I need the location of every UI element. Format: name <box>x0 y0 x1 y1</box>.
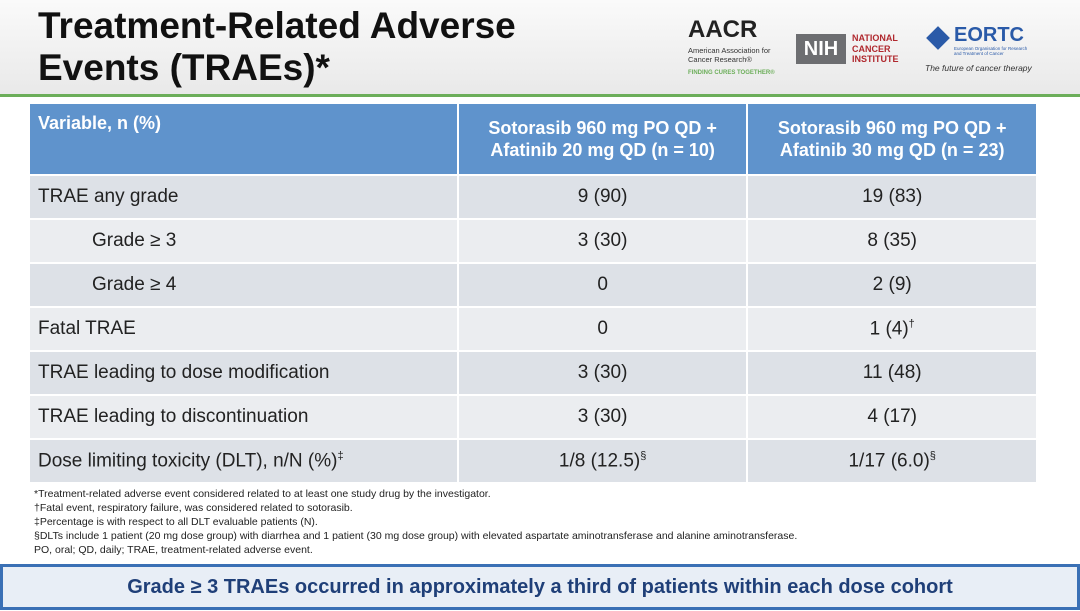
footnote-mark: § <box>640 449 647 462</box>
title-line: Treatment-Related Adverse <box>38 5 516 46</box>
row-label: Fatal TRAE <box>30 308 457 350</box>
cell: 11 (48) <box>748 352 1036 394</box>
aacr-name: American Association for Cancer Research… <box>688 46 771 64</box>
row-label-text: TRAE any grade <box>38 186 179 207</box>
nci-line: INSTITUTE <box>852 54 899 64</box>
footnote-mark: ‡ <box>337 449 344 462</box>
nci-name: NATIONAL CANCER INSTITUTE <box>852 33 899 65</box>
cell: 3 (30) <box>458 352 747 394</box>
cell-text: 1/8 (12.5) <box>558 450 641 472</box>
eortc-icon <box>926 26 950 50</box>
cell: 1/17 (6.0)§ <box>748 440 1036 482</box>
footnote: §DLTs include 1 patient (20 mg dose grou… <box>34 530 798 542</box>
footnote: ‡Percentage is with respect to all DLT e… <box>34 516 318 528</box>
cell-text: 11 (48) <box>862 362 922 383</box>
row-label: Grade ≥ 3 <box>30 220 457 262</box>
header: Treatment-Related Adverse Events (TRAEs)… <box>0 0 1080 97</box>
cell: 4 (17) <box>748 396 1036 438</box>
eortc-name: European Organisation for Research and T… <box>954 46 1028 56</box>
cell-text: 1 (4) <box>869 318 909 340</box>
row-label-text: Dose limiting toxicity (DLT), n/N (%) <box>38 450 338 472</box>
nci-line: CANCER <box>852 43 891 54</box>
column-header: Sotorasib 960 mg PO QD + Afatinib 30 mg … <box>748 104 1036 174</box>
row-label-text: TRAE leading to discontinuation <box>38 406 309 427</box>
table-row: Grade ≥ 4 0 2 (9) <box>30 264 1036 306</box>
cell-text: 3 (30) <box>577 362 628 383</box>
row-label-text: Grade ≥ 4 <box>92 274 177 295</box>
cell-text: 3 (30) <box>577 406 628 427</box>
table-row: Dose limiting toxicity (DLT), n/N (%)‡ 1/… <box>30 440 1036 482</box>
row-label: Dose limiting toxicity (DLT), n/N (%)‡ <box>30 440 457 482</box>
cell: 19 (83) <box>748 176 1036 218</box>
footnotes: *Treatment-related adverse event conside… <box>34 487 797 557</box>
cell: 0 <box>458 264 747 306</box>
row-label-text: Fatal TRAE <box>38 318 136 339</box>
table: Variable, n (%) Sotorasib 960 mg PO QD + … <box>28 102 1038 484</box>
cell-text: 0 <box>597 318 608 339</box>
column-header: Variable, n (%) <box>30 104 457 174</box>
nih-logo: NIH <box>796 34 846 64</box>
cell-text: 19 (83) <box>862 186 923 207</box>
cell: 3 (30) <box>458 396 747 438</box>
cell-text: 9 (90) <box>577 186 628 207</box>
eortc-logo: EORTC <box>954 24 1024 46</box>
banner: Grade ≥ 3 TRAEs occurred in approximatel… <box>0 564 1080 610</box>
title-line: Events (TRAEs)* <box>38 47 330 88</box>
cell: 1 (4)† <box>748 308 1036 350</box>
cell: 0 <box>458 308 747 350</box>
table-row: TRAE any grade 9 (90) 19 (83) <box>30 176 1036 218</box>
cell-text: 3 (30) <box>577 230 628 251</box>
table-row: TRAE leading to dose modification 3 (30) 1… <box>30 352 1036 394</box>
cell-text: 2 (9) <box>872 274 912 295</box>
eortc-tag: The future of cancer therapy <box>925 63 1032 73</box>
row-label: TRAE leading to discontinuation <box>30 396 457 438</box>
cell: 1/8 (12.5)§ <box>458 440 747 482</box>
footnote: PO, oral; QD, daily; TRAE, treatment-rel… <box>34 544 313 556</box>
row-label-text: TRAE leading to dose modification <box>38 362 330 383</box>
cell-text: 8 (35) <box>867 230 918 251</box>
cell-text: 0 <box>597 274 608 295</box>
footnote: †Fatal event, respiratory failure, was c… <box>34 502 353 514</box>
row-label-text: Grade ≥ 3 <box>92 230 177 251</box>
nci-line: NATIONAL <box>852 33 898 43</box>
cell-text: 1/17 (6.0) <box>848 450 930 472</box>
table-row: TRAE leading to discontinuation 3 (30) 4 (… <box>30 396 1036 438</box>
row-label: Grade ≥ 4 <box>30 264 457 306</box>
cell: 9 (90) <box>458 176 747 218</box>
aacr-logo: AACR <box>688 16 758 43</box>
cell: 8 (35) <box>748 220 1036 262</box>
column-header: Sotorasib 960 mg PO QD + Afatinib 20 mg … <box>458 104 747 174</box>
row-label: TRAE any grade <box>30 176 457 218</box>
row-label: TRAE leading to dose modification <box>30 352 457 394</box>
cell: 3 (30) <box>458 220 747 262</box>
footnote-mark: § <box>929 449 936 462</box>
cell: 2 (9) <box>748 264 1036 306</box>
aacr-tag: FINDING CURES TOGETHER® <box>688 70 775 76</box>
table-row: Fatal TRAE 0 1 (4)† <box>30 308 1036 350</box>
footnote-mark: † <box>908 317 915 330</box>
footnote: *Treatment-related adverse event conside… <box>34 488 491 500</box>
table-row: Grade ≥ 3 3 (30) 8 (35) <box>30 220 1036 262</box>
cell-text: 4 (17) <box>867 406 918 427</box>
